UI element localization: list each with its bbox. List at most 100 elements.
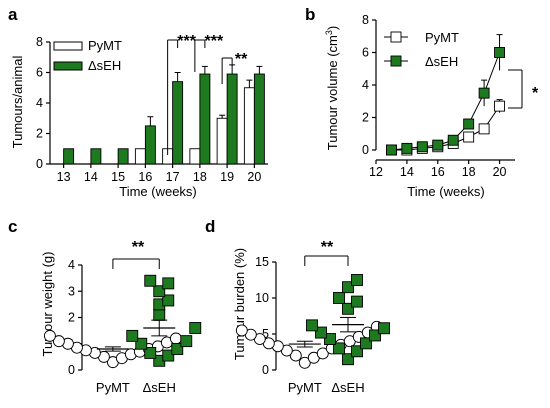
panel-a-significance: *** xyxy=(177,33,196,50)
panel-d-point-dseh xyxy=(342,353,354,366)
panel-a-bar-dseh xyxy=(90,148,102,165)
panel-b-y-tick-label: 8 xyxy=(362,13,369,27)
panel-d-point-dseh xyxy=(351,274,363,286)
panel-a-legend-dseh: ΔsEH xyxy=(88,58,121,73)
panel-c-point-dseh xyxy=(153,285,166,298)
panel-b-legend-marker-pymt xyxy=(390,31,402,43)
panel-d-point-pymt xyxy=(289,349,302,362)
panel-c-point-pymt xyxy=(52,335,65,348)
panel-a-x-tick-label: 17 xyxy=(166,170,180,184)
panel-b-x-tick-label: 20 xyxy=(493,165,507,179)
panel-b-marker-pymt xyxy=(463,131,475,143)
panel-b-legend-pymt: PyMT xyxy=(425,30,459,45)
panel-d-point-pymt xyxy=(298,356,311,369)
panel-d-y-tick-label: 15 xyxy=(255,255,269,269)
panel-a-bar-dseh xyxy=(226,73,238,165)
panel-a-y-tick-label: 8 xyxy=(36,35,43,49)
panel-b-marker-dseh xyxy=(447,134,459,146)
panel-a-x-tick-label: 16 xyxy=(138,170,152,184)
panel-b-marker-dseh xyxy=(401,142,413,154)
panel-a-bar-pymt xyxy=(216,117,228,165)
panel-a-x-tick-label: 20 xyxy=(247,170,261,184)
panel-letter-c: c xyxy=(8,217,17,236)
panel-a-bar-pymt xyxy=(189,148,201,165)
panel-c-point-dseh xyxy=(135,337,148,350)
panel-c-point-dseh xyxy=(189,322,202,334)
panel-b-x-tick-label: 18 xyxy=(462,165,476,179)
panel-b-marker-dseh xyxy=(463,118,475,130)
panel-a-y-tick-label: 0 xyxy=(36,157,43,171)
panel-c-x-label-pymt: PyMT xyxy=(96,380,130,395)
panel-d-x-label-pymt: PyMT xyxy=(288,380,322,395)
panel-b-ylabel: Tumour volume (cm3) xyxy=(324,26,340,150)
panel-b-marker-dseh xyxy=(385,144,397,156)
panel-b-legend-dseh: ΔsEH xyxy=(425,54,458,69)
panel-b-x-tick-label: 12 xyxy=(369,165,383,179)
panel-a-bar-dseh xyxy=(199,73,211,165)
panel-b-marker-dseh xyxy=(478,87,490,99)
panel-a-bar-dseh xyxy=(63,148,75,165)
panel-a-y-tick-label: 6 xyxy=(36,66,43,80)
panel-b-marker-pymt xyxy=(494,100,506,112)
panel-c-point-dseh xyxy=(126,329,139,342)
panel-b-marker-pymt xyxy=(478,123,490,135)
panel-d-point-dseh xyxy=(306,319,318,332)
panel-b-significance: * xyxy=(532,85,539,102)
panel-b-marker-dseh xyxy=(416,141,428,153)
panel-c-y-tick-label: 4 xyxy=(68,258,75,272)
panel-a-y-tick-label: 2 xyxy=(36,127,43,141)
panel-c-point-dseh xyxy=(171,343,184,355)
panel-c-y-tick-label: 3 xyxy=(68,284,75,298)
panel-a-bar-dseh xyxy=(253,73,265,165)
panel-d-point-dseh xyxy=(351,345,363,358)
panel-a-ylabel: Tumours/animal xyxy=(10,56,25,149)
panel-a-bar-dseh xyxy=(117,148,129,165)
panel-d-significance: ** xyxy=(321,239,334,256)
panel-d-point-pymt xyxy=(235,324,248,337)
panel-b-y-tick-label: 6 xyxy=(362,46,369,60)
panel-a-x-tick-label: 15 xyxy=(111,170,125,184)
panel-a-significance: ** xyxy=(235,51,248,68)
panel-c-point-dseh xyxy=(153,308,166,321)
panel-a-xlabel: Time (weeks) xyxy=(119,184,197,199)
panel-d-point-dseh xyxy=(315,326,327,339)
panel-a-significance: *** xyxy=(205,33,224,50)
panel-d-point-dseh xyxy=(360,337,372,350)
panel-d-y-tick-label: 0 xyxy=(262,363,269,377)
panel-a-y-tick-label: 4 xyxy=(36,96,43,110)
panel-d-point-dseh xyxy=(324,333,336,345)
panel-c-point-dseh xyxy=(162,277,175,290)
panel-c-y-tick-label: 0 xyxy=(68,363,75,377)
panel-b-line-chart: Tumour volume (cm3) Time (weeks) PyMT Δs… xyxy=(324,13,539,199)
panel-b-marker-dseh xyxy=(432,139,444,151)
panel-c-significance: ** xyxy=(132,239,145,256)
panel-letter-b: b xyxy=(305,5,315,24)
panel-d-point-pymt xyxy=(316,347,329,360)
panel-a-legend-swatch-pymt xyxy=(53,41,83,51)
panel-d-point-dseh xyxy=(333,342,345,355)
panel-d-point-dseh xyxy=(378,322,390,335)
panel-c-point-pymt xyxy=(169,332,182,345)
panel-d-point-dseh xyxy=(351,295,363,308)
panel-d-point-dseh xyxy=(369,329,381,342)
panel-a-bar-chart: Tumours/animal Time (weeks) PyMT ΔsEH 0 2… xyxy=(10,33,268,199)
panel-d-dot-plot: Tumour burden (%) ** 0 5 10 15 PyMT ΔsEH xyxy=(232,239,390,395)
panel-b-x-tick-label: 14 xyxy=(400,165,414,179)
panel-d-point-dseh xyxy=(342,281,354,294)
panel-b-y-tick-label: 0 xyxy=(362,143,369,157)
panel-d-x-label-dseh: ΔsEH xyxy=(331,380,364,395)
panel-c-point-dseh xyxy=(162,349,175,362)
panel-d-point-dseh xyxy=(342,302,354,315)
panel-b-y-tick-label: 4 xyxy=(362,78,369,92)
panel-a-x-tick-label: 19 xyxy=(220,170,234,184)
panel-c-point-dseh xyxy=(144,274,157,287)
panel-a-legend-pymt: PyMT xyxy=(88,38,122,53)
panel-a-x-tick-label: 18 xyxy=(193,170,207,184)
panel-c-x-label-dseh: ΔsEH xyxy=(143,380,176,395)
panel-c-point-pymt xyxy=(43,329,56,342)
panel-a-legend-swatch-dseh xyxy=(53,61,83,71)
panel-a-bar-dseh xyxy=(172,81,184,165)
panel-d-point-dseh xyxy=(333,292,345,304)
panel-c-point-dseh xyxy=(180,335,193,348)
